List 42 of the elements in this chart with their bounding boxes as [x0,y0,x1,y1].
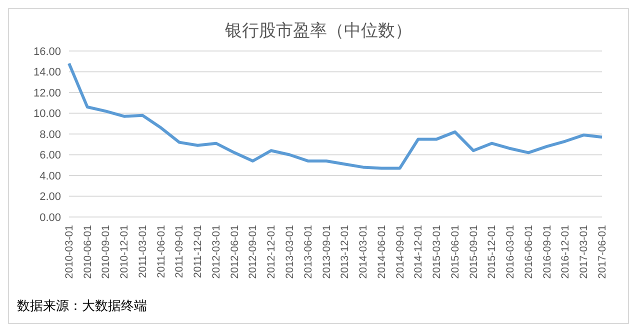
x-tick-label: 2014-06-01 [376,224,388,279]
x-tick-label: 2016-09-01 [541,224,554,279]
source-note: 数据来源：大数据终端 [17,297,147,315]
y-tick-label: 2.00 [40,191,61,204]
x-tick-label: 2011-12-01 [192,224,204,278]
x-tick-label: 2012-12-01 [266,224,278,279]
y-tick-label: 8.00 [40,128,61,141]
y-tick-label: 16.00 [33,46,61,58]
x-tick-label: 2015-03-01 [431,224,444,279]
y-tick-label: 0.00 [40,212,61,224]
y-tick-label: 4.00 [40,170,61,182]
x-tick-label: 2015-06-01 [449,224,462,279]
x-tick-label: 2015-09-01 [468,224,480,279]
x-tick-label: 2017-06-01 [596,224,608,279]
x-tick-label: 2013-03-01 [284,224,296,279]
x-tick-label: 2011-03-01 [136,224,149,278]
x-tick-label: 2010-03-01 [63,224,76,279]
x-tick-label: 2013-06-01 [302,224,314,279]
x-tick-label: 2014-12-01 [412,224,425,279]
x-tick-label: 2016-03-01 [504,224,517,279]
x-tick-label: 2011-06-01 [155,224,168,278]
x-tick-label: 2016-12-01 [560,224,572,279]
line-series [68,62,604,170]
x-tick-label: 2012-03-01 [210,224,222,279]
x-tick-label: 2010-06-01 [82,224,94,279]
x-tick-label: 2012-09-01 [247,224,260,279]
y-tick-label: 14.00 [33,66,61,79]
x-tick-label: 2010-12-01 [118,224,131,279]
x-tick-label: 2016-06-01 [522,224,535,279]
x-tick-label: 2012-06-01 [228,224,241,279]
x-tick-label: 2013-09-01 [320,224,333,279]
x-tick-label: 2013-12-01 [339,224,352,279]
y-tick-label: 12.00 [33,87,61,100]
x-tick-label: 2010-09-01 [100,224,112,279]
x-tick-label: 2014-03-01 [358,224,370,279]
y-tick-label: 6.00 [40,150,61,162]
x-tick-label: 2015-12-01 [486,224,498,279]
y-tick-label: 10.00 [33,108,61,120]
x-tick-label: 2014-09-01 [394,224,406,279]
x-tick-label: 2017-03-01 [578,224,590,279]
chart-title: 银行股市盈率（中位数） [224,20,413,42]
x-tick-label: 2011-09-01 [174,224,186,278]
